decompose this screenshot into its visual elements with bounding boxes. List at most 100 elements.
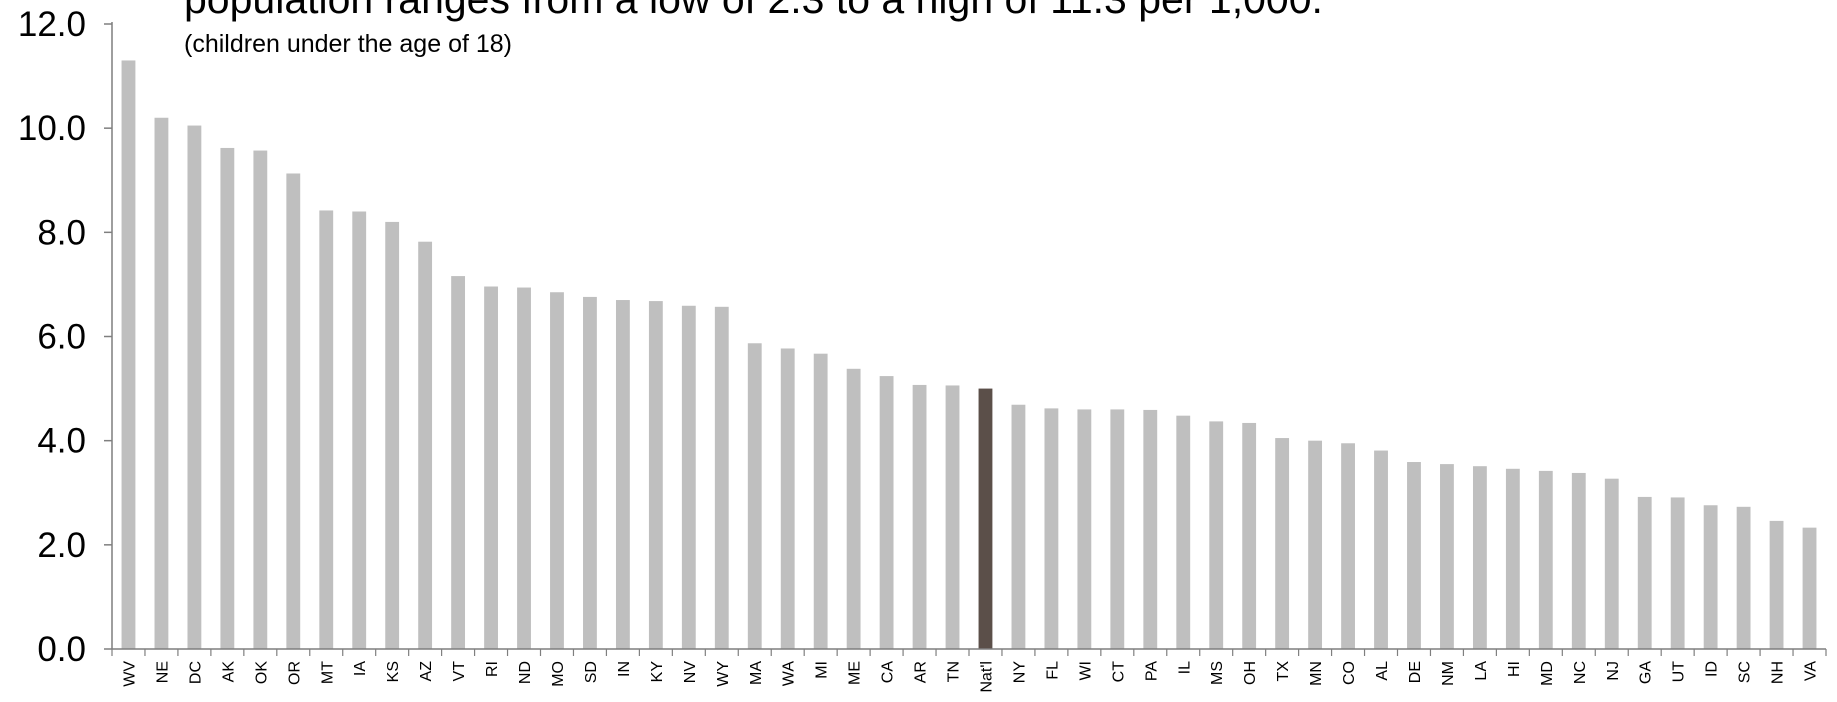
bar-ut: [1670, 497, 1685, 649]
x-tick-labels: WV NE DC AK OK OR MT IA KS AZ VT RI ND MO SD IN KY NV WY MA…: [121, 661, 1819, 693]
x-tick-label: FL: [1044, 661, 1061, 680]
bar-mn: [1308, 440, 1323, 649]
bar-ar: [912, 384, 927, 649]
x-tick-label: IN: [616, 661, 633, 677]
bar-va: [1802, 527, 1817, 649]
y-tick-label: 0.0: [37, 630, 86, 669]
bar-az: [418, 241, 433, 649]
x-tick-label: ND: [517, 661, 534, 684]
bar-ky: [648, 301, 663, 649]
x-tick-label: ME: [847, 661, 864, 685]
x-tick-label: LA: [1473, 661, 1490, 681]
bar-nv: [681, 305, 696, 649]
x-tick-label: VT: [451, 661, 468, 682]
bar-vt: [451, 276, 466, 649]
bar-md: [1538, 470, 1553, 650]
x-tick-label: OR: [286, 661, 303, 685]
x-tick-label: MN: [1308, 661, 1325, 686]
bar-mt: [319, 210, 334, 649]
x-tick-label: OK: [253, 661, 270, 684]
x-tick-label: IL: [1176, 661, 1193, 674]
x-tick-label: MS: [1209, 661, 1226, 685]
bar-ks: [385, 221, 400, 650]
x-tick-label: NH: [1770, 661, 1787, 684]
bar-hi: [1505, 468, 1520, 649]
bar-ok: [253, 150, 268, 649]
y-tick-labels: 0.0 2.0 4.0 6.0 8.0 10.0 12.0: [18, 5, 86, 669]
axes-group: [104, 22, 1827, 656]
bar-sd: [583, 296, 597, 649]
x-tick-label: OH: [1242, 661, 1259, 685]
x-tick-label: Nat'l: [978, 661, 995, 693]
x-tick-label: SC: [1737, 661, 1754, 683]
y-tick-label: 10.0: [18, 109, 86, 148]
bar-ri: [484, 286, 498, 649]
x-tick-label: SD: [583, 661, 600, 683]
chart-subtitle: (children under the age of 18): [184, 30, 512, 58]
bar-co: [1341, 443, 1355, 649]
bar-wa: [780, 348, 795, 649]
x-tick-label: CA: [880, 661, 897, 684]
bar-de: [1407, 462, 1421, 649]
x-tick-label: NC: [1572, 661, 1589, 684]
bar-nd: [517, 287, 531, 649]
bar-ak: [220, 147, 235, 649]
x-tick-label: GA: [1638, 661, 1655, 684]
x-tick-label: AL: [1374, 661, 1391, 681]
bar-nm: [1440, 464, 1454, 649]
bar-wv: [121, 60, 136, 649]
bar-pa: [1143, 409, 1158, 649]
bar-wy: [714, 306, 729, 649]
bar-nh: [1769, 520, 1784, 650]
bar-id: [1703, 505, 1718, 649]
bar-sc: [1736, 506, 1751, 649]
bar-ny: [1011, 404, 1026, 649]
y-tick-label: 8.0: [37, 213, 86, 252]
y-tick-label: 4.0: [37, 422, 86, 461]
bars-group: [121, 60, 1817, 650]
bar-oh: [1242, 422, 1257, 649]
bar-nj: [1604, 478, 1619, 649]
bar-in: [615, 300, 630, 649]
bar-wi: [1077, 409, 1092, 649]
y-tick-label: 6.0: [37, 318, 86, 357]
x-tick-label: WI: [1077, 661, 1094, 681]
x-tick-label: MI: [814, 661, 831, 679]
bar-ga: [1637, 496, 1652, 649]
x-tick-label: KY: [649, 661, 666, 683]
bar-ca: [879, 376, 894, 649]
bar-ma: [747, 343, 762, 649]
bar-fl: [1044, 408, 1059, 650]
x-tick-label: NM: [1440, 661, 1457, 686]
x-tick-label: WA: [781, 661, 798, 687]
bar-ms: [1209, 421, 1224, 649]
bar-ia: [352, 211, 367, 649]
x-tick-label: CO: [1341, 661, 1358, 685]
bar-tx: [1275, 438, 1290, 649]
x-tick-label: VA: [1803, 661, 1820, 681]
y-tick-label: 2.0: [37, 526, 86, 565]
x-tick-label: CT: [1110, 661, 1127, 683]
x-tick-label: ID: [1704, 661, 1721, 677]
x-tick-label: WV: [121, 661, 138, 687]
bar-mo: [550, 292, 564, 649]
x-tick-label: PA: [1143, 661, 1160, 681]
x-tick-label: TN: [946, 661, 963, 682]
x-tick-label: AZ: [418, 661, 435, 682]
bar-nc: [1571, 472, 1586, 649]
x-tick-label: MT: [319, 661, 336, 684]
bar-mi: [813, 353, 828, 649]
x-tick-label: RI: [484, 661, 501, 677]
x-tick-label: AR: [913, 661, 930, 683]
bar-al: [1374, 450, 1388, 649]
x-tick-label: WY: [715, 661, 732, 687]
y-tick-label: 12.0: [18, 5, 86, 44]
x-tick-label: AK: [220, 661, 237, 683]
bar-me: [846, 368, 861, 649]
x-tick-label: KS: [385, 661, 402, 682]
x-tick-label: TX: [1275, 661, 1292, 682]
x-tick-label: UT: [1671, 661, 1688, 683]
x-tick-label: HI: [1506, 661, 1523, 677]
